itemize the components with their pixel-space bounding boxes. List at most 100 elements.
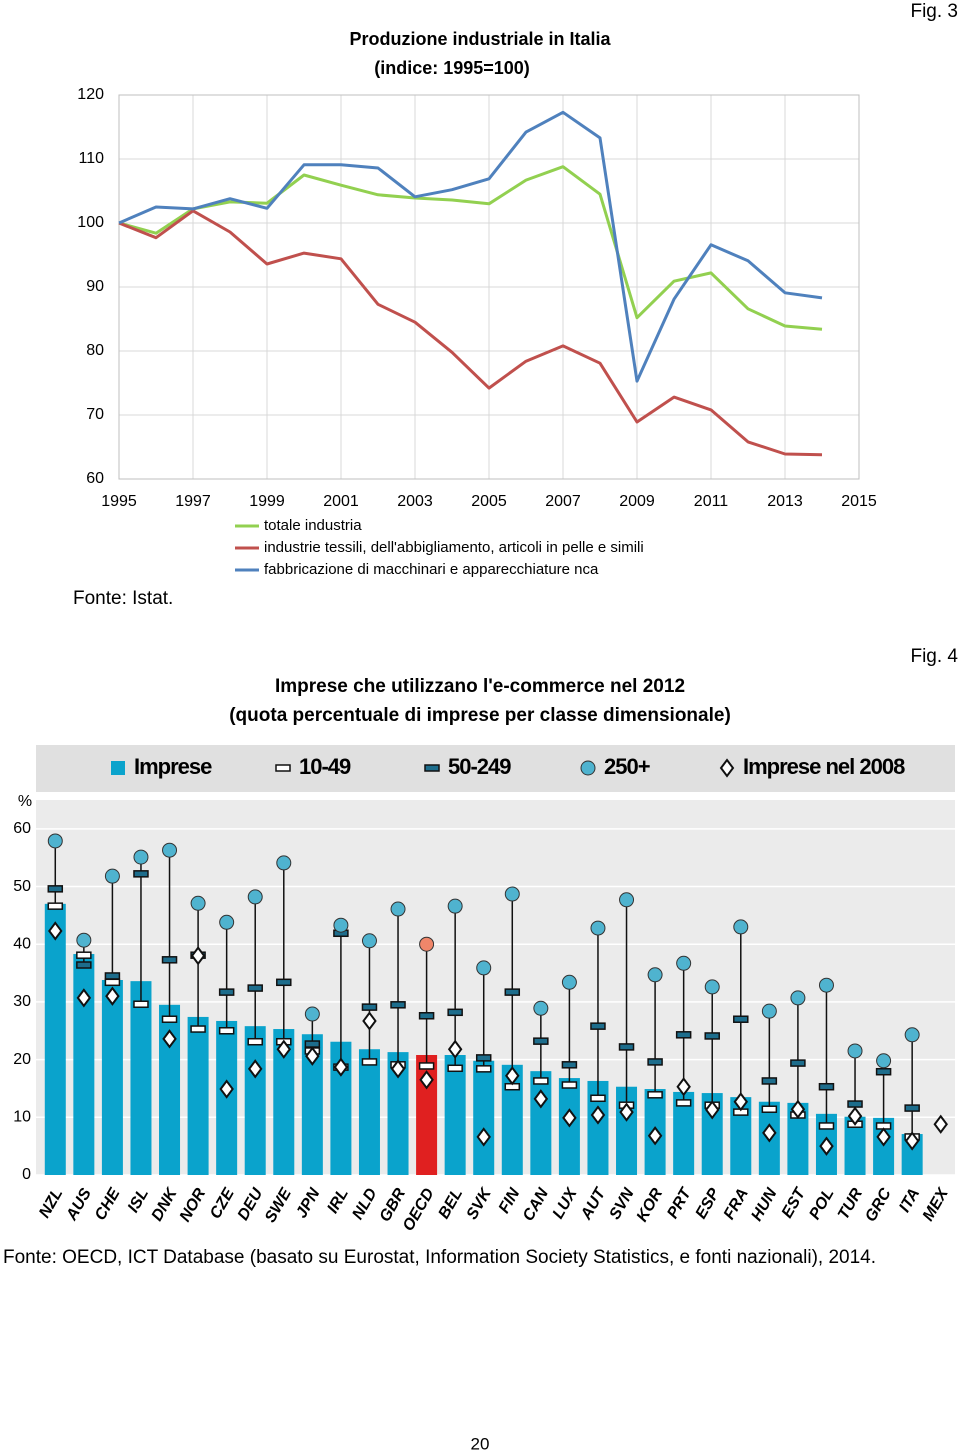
x-tick-label: FIN bbox=[496, 1185, 524, 1216]
dash-marker bbox=[590, 1022, 606, 1030]
diamond-marker bbox=[562, 1108, 577, 1128]
dash-marker bbox=[590, 1094, 606, 1103]
dash-marker bbox=[218, 1027, 235, 1035]
circle-marker bbox=[561, 974, 577, 990]
x-tick-label: GRC bbox=[862, 1185, 895, 1225]
circle-marker bbox=[619, 892, 635, 908]
diamond-marker bbox=[933, 1114, 948, 1134]
diamond-marker bbox=[904, 1131, 920, 1151]
bar bbox=[444, 1055, 466, 1175]
dash-marker bbox=[647, 1058, 663, 1066]
source: Fonte: Istat. bbox=[73, 588, 173, 609]
legend-label: 250+ bbox=[604, 754, 650, 779]
diamond-marker bbox=[390, 1059, 406, 1079]
y-tick-label: 30 bbox=[13, 993, 31, 1010]
legend-label: 10-49 bbox=[299, 754, 351, 779]
legend-label: totale industria bbox=[264, 517, 362, 534]
bar bbox=[101, 980, 123, 1175]
dash-marker bbox=[447, 1064, 463, 1073]
circle-marker bbox=[276, 855, 292, 871]
dash-marker bbox=[76, 951, 92, 959]
x-tick-label: IRL bbox=[324, 1186, 352, 1217]
bar bbox=[73, 954, 95, 1175]
legend-label: Imprese bbox=[134, 754, 212, 779]
bar bbox=[901, 1134, 923, 1175]
bar bbox=[273, 1029, 295, 1175]
x-tick-label: SWE bbox=[262, 1184, 296, 1225]
bar bbox=[358, 1049, 380, 1175]
circle-marker bbox=[447, 898, 463, 914]
circle-marker bbox=[476, 960, 492, 976]
circle-marker bbox=[361, 933, 377, 949]
x-tick-label: PRT bbox=[664, 1185, 695, 1222]
y-tick-label: 60 bbox=[86, 470, 104, 487]
diamond-marker bbox=[790, 1099, 806, 1119]
y-tick-label: 50 bbox=[13, 878, 31, 895]
diamond-marker bbox=[876, 1127, 891, 1147]
diamond-marker bbox=[533, 1089, 549, 1109]
x-tick-label: 2007 bbox=[545, 493, 581, 510]
dash-marker bbox=[418, 1062, 435, 1070]
circle-marker bbox=[733, 919, 749, 935]
x-tick-label: POL bbox=[806, 1186, 837, 1223]
dash-marker bbox=[675, 1031, 692, 1039]
y-tick-label: 70 bbox=[86, 406, 104, 423]
x-tick-label: EST bbox=[779, 1185, 810, 1222]
circle-marker bbox=[876, 1053, 892, 1069]
circle-marker bbox=[104, 868, 120, 884]
legend-swatch bbox=[111, 761, 125, 775]
x-tick-label: LUX bbox=[550, 1184, 581, 1221]
dash-marker bbox=[733, 1015, 749, 1023]
legend-label: 50-249 bbox=[448, 754, 511, 779]
diamond-marker bbox=[733, 1092, 749, 1112]
x-tick-label: 2015 bbox=[841, 493, 877, 510]
y-tick-label: 100 bbox=[77, 214, 104, 231]
diamond-marker bbox=[676, 1077, 691, 1097]
y-tick-label: 40 bbox=[13, 935, 31, 952]
figure-label: Fig. 4 bbox=[910, 646, 958, 667]
dash-marker bbox=[790, 1059, 806, 1067]
dash-marker bbox=[504, 988, 521, 996]
circle-marker bbox=[790, 990, 806, 1006]
legend-label: Imprese nel 2008 bbox=[743, 754, 905, 779]
circle-marker bbox=[390, 901, 406, 917]
circle-marker bbox=[761, 1003, 777, 1019]
diamond-marker bbox=[190, 946, 206, 966]
x-tick-label: JPN bbox=[293, 1185, 324, 1221]
line-series bbox=[118, 209, 823, 457]
dash-marker bbox=[104, 978, 121, 987]
dash-marker bbox=[761, 1105, 778, 1113]
dash-marker bbox=[561, 1061, 578, 1069]
x-tick-label: 2001 bbox=[323, 493, 359, 510]
dash-marker bbox=[361, 1058, 378, 1066]
legend-swatch bbox=[719, 758, 735, 778]
y-tick-label: 80 bbox=[86, 342, 104, 359]
diamond-marker bbox=[419, 1070, 434, 1090]
bar bbox=[416, 1055, 438, 1175]
x-tick-label: 1995 bbox=[101, 493, 137, 510]
circle-marker bbox=[647, 967, 663, 983]
circle-marker bbox=[333, 917, 349, 933]
x-tick-label: AUS bbox=[63, 1185, 95, 1224]
circle-marker bbox=[304, 1006, 320, 1022]
circle-marker bbox=[533, 1000, 549, 1016]
y-tick-label: 110 bbox=[78, 150, 104, 167]
dash-marker bbox=[47, 902, 64, 910]
bar bbox=[730, 1097, 752, 1175]
dash-marker bbox=[561, 1081, 578, 1089]
dash-marker bbox=[104, 972, 121, 980]
diamond-marker bbox=[619, 1102, 634, 1122]
x-tick-label: ITA bbox=[896, 1186, 923, 1216]
circle-marker bbox=[847, 1043, 863, 1059]
x-tick-label: AUT bbox=[577, 1185, 609, 1224]
diamond-marker bbox=[219, 1079, 234, 1099]
diamond-marker bbox=[276, 1039, 292, 1059]
x-tick-label: 2013 bbox=[767, 493, 803, 510]
diamond-marker bbox=[333, 1057, 349, 1077]
chart-title: Produzione industriale in Italia bbox=[349, 29, 611, 49]
circle-marker bbox=[676, 955, 692, 971]
bar bbox=[44, 903, 66, 1175]
bar bbox=[501, 1064, 523, 1175]
y-tick-label: 20 bbox=[13, 1051, 31, 1068]
x-tick-label: 1997 bbox=[175, 493, 211, 510]
